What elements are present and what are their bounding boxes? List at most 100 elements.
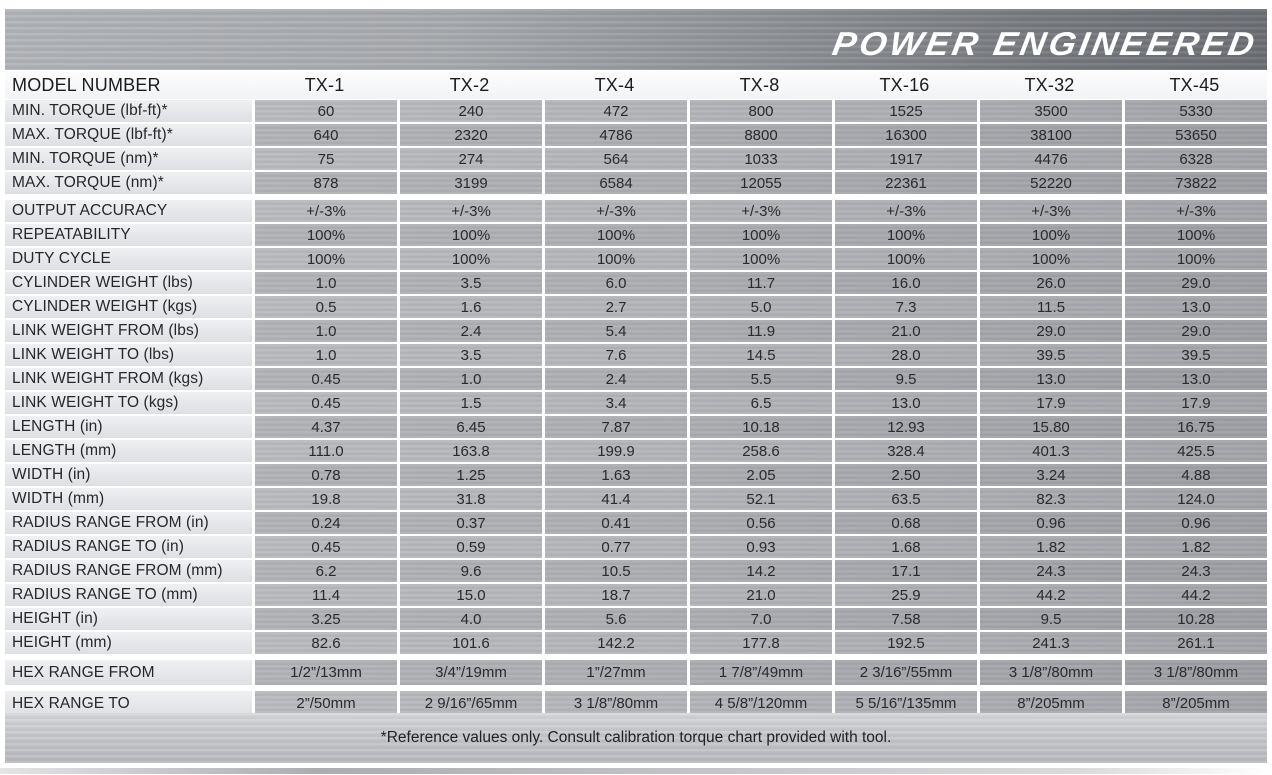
- cell-tx-4: 564: [542, 148, 687, 170]
- cell-tx-4: 3 1/8”/80mm: [542, 691, 687, 716]
- cell-tx-8: +/-3%: [687, 200, 832, 222]
- cell-tx-2: 1.0: [397, 368, 542, 390]
- cell-tx-4: 3.4: [542, 392, 687, 414]
- cell-tx-45: 100%: [1122, 248, 1267, 270]
- row-label: REPEATABILITY: [5, 224, 252, 246]
- cell-tx-32: 26.0: [977, 272, 1122, 294]
- cell-tx-1: 1.0: [252, 344, 397, 366]
- cell-tx-8: 12055: [687, 172, 832, 194]
- cell-tx-16: 21.0: [832, 320, 977, 342]
- cell-tx-2: 0.37: [397, 512, 542, 534]
- brand-logo: POWER ENGINEERED: [829, 25, 1261, 62]
- cell-tx-32: +/-3%: [977, 200, 1122, 222]
- cell-tx-2: 15.0: [397, 584, 542, 606]
- cell-tx-4: 2.4: [542, 368, 687, 390]
- row-label: MIN. TORQUE (nm)*: [5, 148, 252, 170]
- cell-tx-8: 8800: [687, 124, 832, 146]
- cell-tx-8: 1 7/8”/49mm: [687, 660, 832, 685]
- column-header-tx-45: TX-45: [1169, 74, 1220, 95]
- cell-tx-2: 2320: [397, 124, 542, 146]
- table-row: CYLINDER WEIGHT (lbs) 1.0 3.5 6.0 11.7 16.0 26…: [5, 272, 1267, 294]
- cell-tx-1: 4.37: [252, 416, 397, 438]
- cell-tx-16: 100%: [832, 248, 977, 270]
- cell-tx-1: 878: [252, 172, 397, 194]
- cell-tx-1: 0.45: [252, 392, 397, 414]
- cell-tx-8: 800: [687, 100, 832, 122]
- row-label: MAX. TORQUE (nm)*: [5, 172, 252, 194]
- table-row: HEX RANGE FROM 1/2”/13mm 3/4”/19mm 1”/27mm 1…: [5, 660, 1267, 685]
- table-row: LINK WEIGHT FROM (kgs) 0.45 1.0 2.4 5.5 9.5 13…: [5, 368, 1267, 390]
- table-row: REPEATABILITY 100% 100% 100% 100% 100% 100% 100…: [5, 224, 1267, 246]
- cell-tx-16: 1.68: [832, 536, 977, 558]
- cell-tx-1: 82.6: [252, 632, 397, 654]
- row-label: RADIUS RANGE TO (in): [5, 536, 252, 558]
- table-row: LINK WEIGHT TO (kgs) 0.45 1.5 3.4 6.5 13.0 17.…: [5, 392, 1267, 414]
- cell-tx-45: 1.82: [1122, 536, 1267, 558]
- cell-tx-16: 28.0: [832, 344, 977, 366]
- cell-tx-8: 258.6: [687, 440, 832, 462]
- cell-tx-16: 7.58: [832, 608, 977, 630]
- cell-tx-1: 2”/50mm: [252, 691, 397, 716]
- cell-tx-32: 11.5: [977, 296, 1122, 318]
- cell-tx-1: 640: [252, 124, 397, 146]
- cell-tx-2: 163.8: [397, 440, 542, 462]
- cell-tx-8: 177.8: [687, 632, 832, 654]
- cell-tx-1: 3.25: [252, 608, 397, 630]
- row-label: LENGTH (in): [5, 416, 252, 438]
- cell-tx-1: 1.0: [252, 272, 397, 294]
- table-row: HEIGHT (mm) 82.6 101.6 142.2 177.8 192.5 241.3…: [5, 632, 1267, 654]
- cell-tx-1: 1.0: [252, 320, 397, 342]
- cell-tx-32: 401.3: [977, 440, 1122, 462]
- cell-tx-2: 31.8: [397, 488, 542, 510]
- cell-tx-45: 0.96: [1122, 512, 1267, 534]
- cell-tx-32: 15.80: [977, 416, 1122, 438]
- cell-tx-45: 53650: [1122, 124, 1267, 146]
- footer-note-bar: *Reference values only. Consult calibrat…: [5, 713, 1267, 763]
- row-label: LINK WEIGHT FROM (lbs): [5, 320, 252, 342]
- cell-tx-32: 17.9: [977, 392, 1122, 414]
- cell-tx-4: 1.63: [542, 464, 687, 486]
- cell-tx-16: +/-3%: [832, 200, 977, 222]
- cell-tx-45: 6328: [1122, 148, 1267, 170]
- cell-tx-16: 2.50: [832, 464, 977, 486]
- cell-tx-1: 0.45: [252, 536, 397, 558]
- cell-tx-16: 12.93: [832, 416, 977, 438]
- table-row: HEIGHT (in) 3.25 4.0 5.6 7.0 7.58 9.5 10.28: [5, 608, 1267, 630]
- cell-tx-16: 25.9: [832, 584, 977, 606]
- cell-tx-8: 2.05: [687, 464, 832, 486]
- row-label: WIDTH (in): [5, 464, 252, 486]
- cell-tx-2: 274: [397, 148, 542, 170]
- cell-tx-16: 1525: [832, 100, 977, 122]
- table-row: LINK WEIGHT TO (lbs) 1.0 3.5 7.6 14.5 28.0 39.…: [5, 344, 1267, 366]
- bottom-edge-shadow: [0, 768, 1272, 774]
- cell-tx-8: 14.2: [687, 560, 832, 582]
- cell-tx-32: 13.0: [977, 368, 1122, 390]
- cell-tx-45: 16.75: [1122, 416, 1267, 438]
- cell-tx-8: 4 5/8”/120mm: [687, 691, 832, 716]
- cell-tx-2: 3.5: [397, 272, 542, 294]
- row-label: HEIGHT (mm): [5, 632, 252, 654]
- cell-tx-16: 13.0: [832, 392, 977, 414]
- cell-tx-2: 2 9/16”/65mm: [397, 691, 542, 716]
- column-header-tx-4: TX-4: [594, 74, 635, 95]
- cell-tx-2: 9.6: [397, 560, 542, 582]
- table-header-row: MODEL NUMBER TX-1 TX-2 TX-4 TX-8 TX-16 TX-32 TX…: [5, 71, 1267, 99]
- row-label: CYLINDER WEIGHT (kgs): [5, 296, 252, 318]
- cell-tx-2: 0.59: [397, 536, 542, 558]
- cell-tx-8: 11.7: [687, 272, 832, 294]
- column-header-model-number: MODEL NUMBER: [12, 74, 161, 95]
- cell-tx-8: 52.1: [687, 488, 832, 510]
- cell-tx-2: 100%: [397, 224, 542, 246]
- table-row: LINK WEIGHT FROM (lbs) 1.0 2.4 5.4 11.9 21.0 2…: [5, 320, 1267, 342]
- cell-tx-45: 100%: [1122, 224, 1267, 246]
- cell-tx-4: 41.4: [542, 488, 687, 510]
- table-row: DUTY CYCLE 100% 100% 100% 100% 100% 100% 100%: [5, 248, 1267, 270]
- column-header-tx-16: TX-16: [879, 74, 930, 95]
- column-header-tx-8: TX-8: [739, 74, 780, 95]
- cell-tx-32: 24.3: [977, 560, 1122, 582]
- cell-tx-45: 10.28: [1122, 608, 1267, 630]
- cell-tx-16: 16.0: [832, 272, 977, 294]
- cell-tx-32: 29.0: [977, 320, 1122, 342]
- row-label: HEX RANGE FROM: [5, 660, 252, 685]
- cell-tx-32: 241.3: [977, 632, 1122, 654]
